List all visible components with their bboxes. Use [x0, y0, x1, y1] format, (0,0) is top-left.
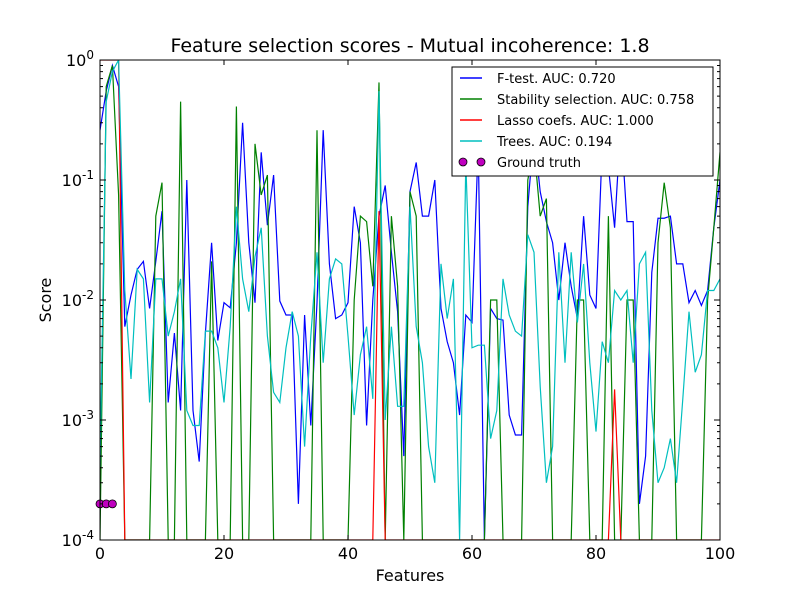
- chart-title: Feature selection scores - Mutual incohe…: [170, 35, 649, 57]
- x-tick-label: 100: [705, 544, 736, 563]
- y-tick-label: 10-4: [62, 528, 94, 550]
- legend-label: F-test. AUC: 0.720: [497, 72, 616, 87]
- y-tick-label: 100: [66, 48, 94, 70]
- y-tick-label: 10-3: [62, 408, 94, 430]
- legend-box: [451, 66, 714, 177]
- legend-label: Stability selection. AUC: 0.758: [497, 93, 694, 108]
- y-tick-label: 10-2: [62, 288, 94, 310]
- y-axis-label: Score: [36, 278, 55, 323]
- series-line-2: [100, 60, 720, 540]
- tick-layer: 0 20 40 60 80 100 10-4 10-3 10-2 10-1 100: [62, 48, 736, 563]
- x-tick-label: 40: [338, 544, 358, 563]
- x-tick-label: 0: [95, 544, 105, 563]
- legend-label: Trees. AUC: 0.194: [496, 135, 612, 150]
- ground-truth-layer: [95, 499, 117, 509]
- legend-label: Lasso coefs. AUC: 1.000: [497, 114, 654, 129]
- plot-border: [99, 59, 721, 541]
- series-layer: [100, 60, 720, 540]
- legend: F-test. AUC: 0.720 Stability selection. A…: [451, 66, 714, 177]
- y-tick-label: 10-1: [62, 168, 94, 190]
- series-line-3: [100, 60, 720, 540]
- series-line-1: [100, 65, 720, 540]
- legend-label: Ground truth: [497, 156, 581, 171]
- x-tick-label: 60: [462, 544, 482, 563]
- x-tick-label: 20: [214, 544, 234, 563]
- ground-truth-point: [108, 499, 117, 509]
- x-tick-label: 80: [586, 544, 606, 563]
- legend-marker: [476, 157, 486, 167]
- legend-marker: [458, 157, 468, 167]
- x-axis-label: Features: [376, 566, 445, 585]
